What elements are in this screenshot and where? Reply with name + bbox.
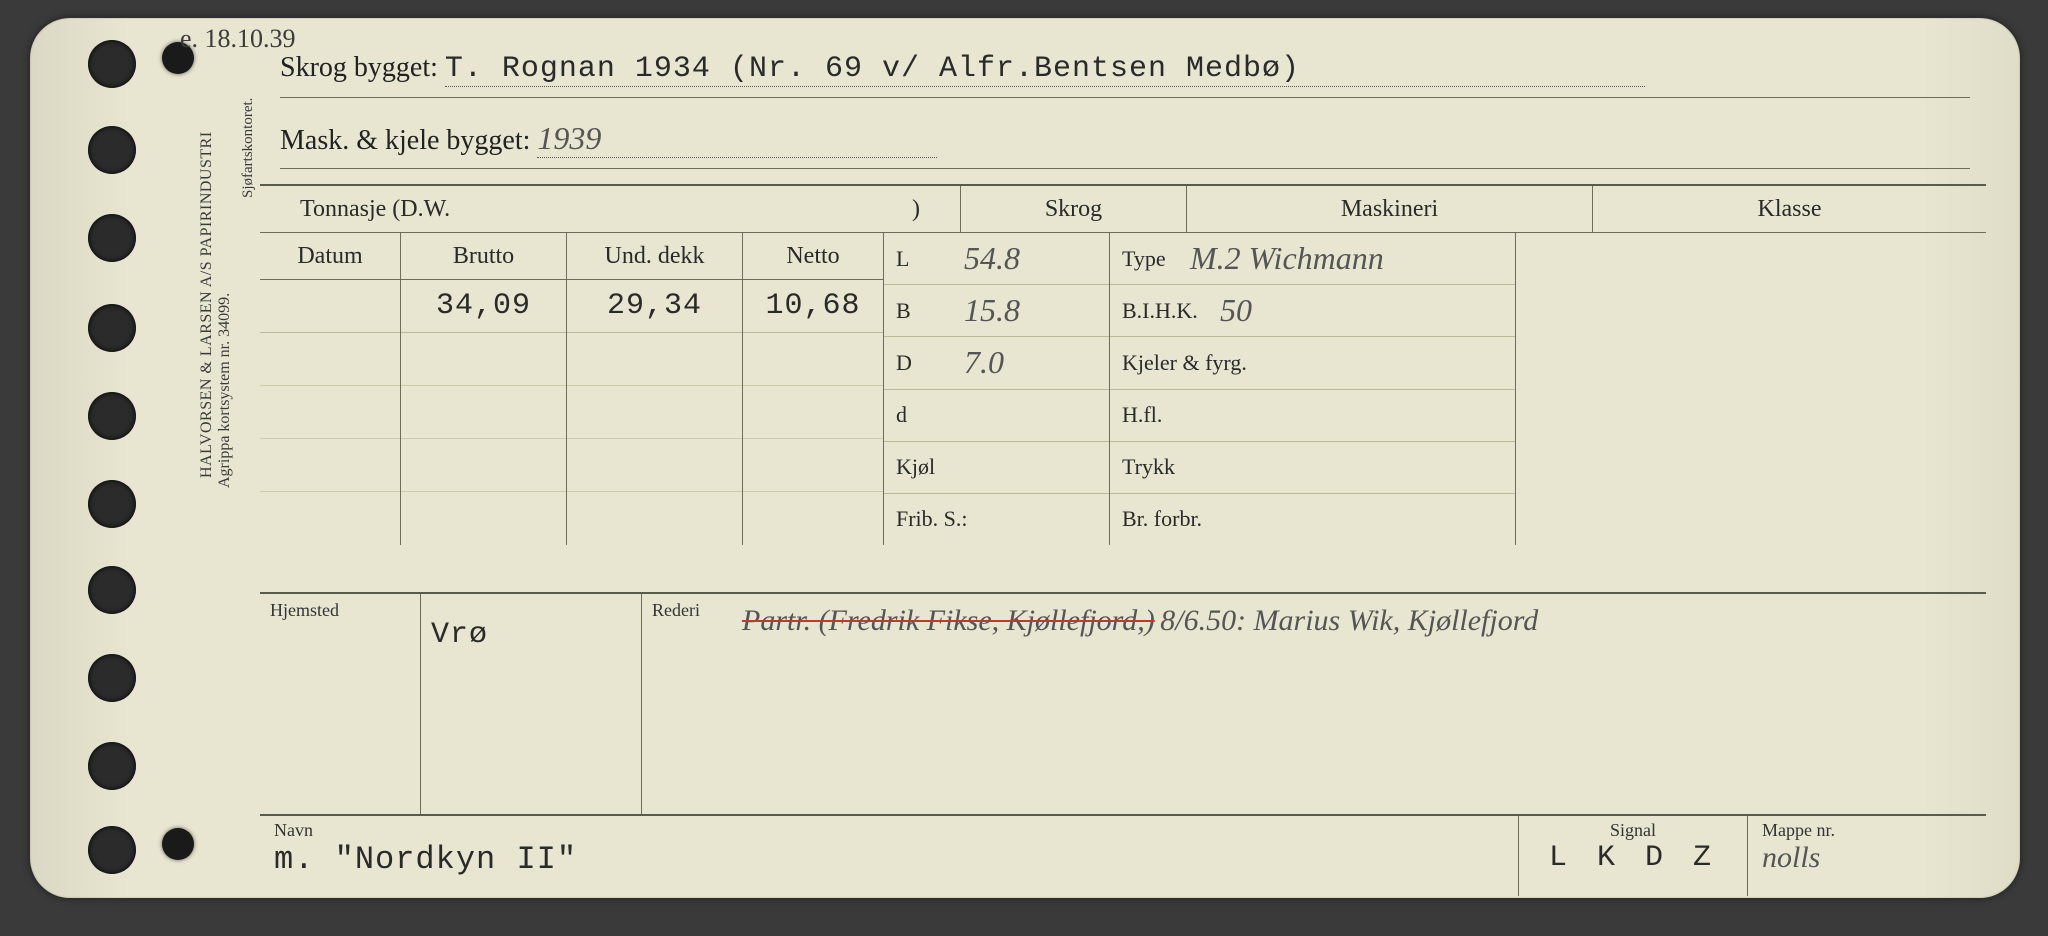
D-label: D <box>896 350 956 376</box>
index-card: HALVORSEN & LARSEN A/S PAPIRINDUSTRI Agr… <box>30 18 2020 898</box>
datum-value <box>260 280 400 333</box>
d-label: d <box>896 402 956 428</box>
main-grid: Tonnasje (D.W. ) Skrog Maskineri Klasse … <box>260 184 1986 545</box>
hjemsted-cell: Hjemsted <box>260 594 421 816</box>
skrog-bygget-value: T. Rognan 1934 (Nr. 69 v/ Alfr.Bentsen M… <box>445 52 1645 87</box>
rivet <box>162 828 194 860</box>
punch-hole <box>88 304 136 352</box>
registry-block: Hjemsted Vrø Rederi Partr. (Fredrik Fiks… <box>260 592 1986 816</box>
rederi-current: 8/6.50: Marius Wik, Kjøllefjord <box>1160 604 1538 637</box>
tonnasje-label: Tonnasje (D.W. <box>300 196 450 223</box>
bottom-block: Navn m. "Nordkyn II" Signal L K D Z Mapp… <box>260 814 1986 896</box>
col-netto: Netto 10,68 <box>743 233 884 545</box>
rederi-label: Rederi <box>652 600 700 621</box>
printer-credit: HALVORSEN & LARSEN A/S PAPIRINDUSTRI <box>198 131 216 478</box>
punch-hole <box>88 826 136 874</box>
hjemsted-value-cell: Vrø <box>421 594 642 816</box>
klasse-header: Klasse <box>1593 186 1986 232</box>
bihk-label: B.I.H.K. <box>1122 298 1212 324</box>
trykk-label: Trykk <box>1122 454 1182 480</box>
klasse-column <box>1516 233 1986 545</box>
punch-hole <box>88 392 136 440</box>
D-value: 7.0 <box>964 344 1004 381</box>
und-label: Und. dekk <box>567 233 742 280</box>
L-value: 54.8 <box>964 240 1020 277</box>
rederi-struck: Partr. (Fredrik Fikse, Kjøllefjord,) <box>742 604 1155 637</box>
mask-value: 1939 <box>537 120 937 158</box>
mappe-cell: Mappe nr. nolls <box>1747 816 1986 896</box>
rederi-cell: Rederi Partr. (Fredrik Fikse, Kjøllefjor… <box>642 594 1986 816</box>
col-datum: Datum <box>260 233 401 545</box>
B-label: B <box>896 298 956 324</box>
punch-hole <box>88 214 136 262</box>
brutto-label: Brutto <box>401 233 566 280</box>
tonnasje-header: Tonnasje (D.W. ) <box>260 186 961 232</box>
hfl-label: H.fl. <box>1122 402 1182 428</box>
signal-cell: Signal L K D Z <box>1518 816 1747 896</box>
card-system-credit: Agrippa kortsystem nr. 34099. <box>216 293 234 488</box>
office-credit: Sjøfartskontoret. <box>240 98 257 198</box>
mappe-value: nolls <box>1762 841 1820 874</box>
maskineri-header: Maskineri <box>1187 186 1593 232</box>
col-brutto: Brutto 34,09 <box>401 233 567 545</box>
navn-value: m. "Nordkyn II" <box>274 841 577 878</box>
punch-hole <box>88 126 136 174</box>
signal-value: L K D Z <box>1549 841 1717 875</box>
frib-label: Frib. S.: <box>896 506 968 532</box>
hjemsted-label: Hjemsted <box>270 600 410 621</box>
mappe-label: Mappe nr. <box>1762 820 1972 841</box>
kjol-label: Kjøl <box>896 454 956 480</box>
skrog-column: L 54.8 B 15.8 D 7.0 d Kjøl Frib. S.: <box>884 233 1110 545</box>
maskineri-column: Type M.2 Wichmann B.I.H.K. 50 Kjeler & fyr… <box>1110 233 1516 545</box>
skrog-header: Skrog <box>961 186 1187 232</box>
signal-label: Signal <box>1533 820 1733 841</box>
und-value: 29,34 <box>567 280 742 333</box>
type-label: Type <box>1122 246 1182 272</box>
body-area: Datum Brutto 34,09 Und. dekk 29,34 Netto… <box>260 232 1986 545</box>
col-und-dekk: Und. dekk 29,34 <box>567 233 743 545</box>
B-value: 15.8 <box>964 292 1020 329</box>
header-row-1: Tonnasje (D.W. ) Skrog Maskineri Klasse <box>260 186 1986 232</box>
hjemsted-value: Vrø <box>431 618 488 652</box>
type-value: M.2 Wichmann <box>1190 240 1384 277</box>
punch-hole <box>88 566 136 614</box>
card-content: e. 18.10.39 Skrog bygget: T. Rognan 1934… <box>260 28 1990 888</box>
netto-label: Netto <box>743 233 883 280</box>
skrog-bygget-row: Skrog bygget: T. Rognan 1934 (Nr. 69 v/ … <box>280 52 1970 98</box>
datum-label: Datum <box>260 233 400 280</box>
kjeler-label: Kjeler & fyrg. <box>1122 352 1262 374</box>
punch-hole <box>88 480 136 528</box>
top-annotation: e. 18.10.39 <box>180 24 296 54</box>
L-label: L <box>896 246 956 272</box>
mask-bygget-row: Mask. & kjele bygget: 1939 <box>280 120 1970 169</box>
brutto-value: 34,09 <box>401 280 566 333</box>
navn-cell: Navn m. "Nordkyn II" <box>260 816 1518 896</box>
punch-hole <box>88 654 136 702</box>
punch-hole <box>88 40 136 88</box>
tonnasje-close: ) <box>912 196 920 223</box>
mask-label: Mask. & kjele bygget: <box>280 125 530 156</box>
skrog-bygget-label: Skrog bygget: <box>280 52 438 83</box>
netto-value: 10,68 <box>743 280 883 333</box>
bihk-value: 50 <box>1220 292 1252 329</box>
navn-label: Navn <box>274 820 1504 841</box>
br-label: Br. forbr. <box>1122 508 1262 530</box>
punch-hole <box>88 742 136 790</box>
